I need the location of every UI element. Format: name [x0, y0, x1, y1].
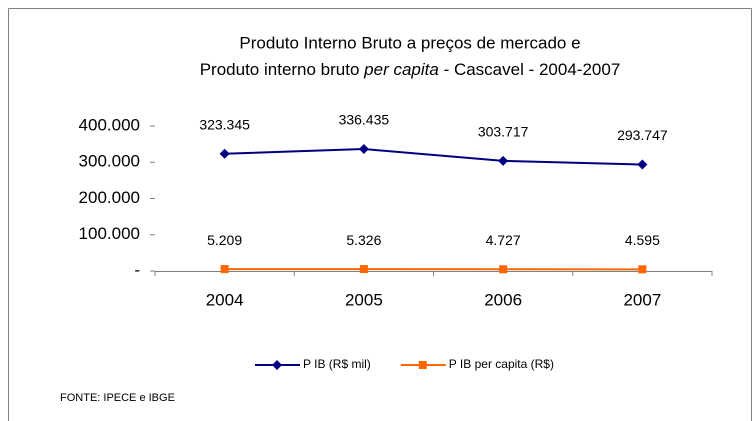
point [358, 144, 369, 155]
title-part: - Cascavel - 2004-2007 [439, 60, 620, 79]
legend-marker [272, 360, 282, 370]
y-tick-label: 200.000 [79, 188, 140, 207]
point [359, 265, 368, 274]
chart-title: Produto interno bruto per capita - Casca… [200, 60, 621, 79]
data-label: 303.717 [478, 124, 529, 140]
line [224, 148, 643, 166]
point [220, 265, 229, 274]
y-tick-label: - [134, 260, 140, 279]
data-label: 336.435 [339, 112, 390, 128]
title-part: per capita [363, 60, 439, 79]
point [637, 159, 648, 170]
data-label: 293.747 [617, 127, 668, 143]
point [638, 265, 647, 274]
data-label: 5.209 [207, 232, 242, 248]
x-tick-label: 2005 [345, 290, 383, 309]
point [498, 155, 509, 166]
title-part: Produto interno bruto [200, 60, 360, 79]
y-tick-label: 400.000 [79, 115, 140, 134]
x-tick-label: 2006 [484, 290, 522, 309]
data-label: 4.727 [486, 232, 521, 248]
y-tick-label: 300.000 [79, 152, 140, 171]
data-label: 5.326 [346, 232, 381, 248]
legend-marker [418, 361, 427, 369]
point [499, 265, 508, 274]
frame [8, 8, 752, 421]
chart-title: Produto Interno Bruto a preços de mercad… [239, 33, 580, 52]
legend-label: P IB (R$ mil) [303, 357, 371, 371]
point [219, 148, 230, 159]
y-tick-label: 100.000 [79, 224, 140, 243]
x-tick-label: 2004 [206, 290, 244, 309]
source-note: FONTE: IPECE e IBGE [60, 392, 175, 404]
data-label: 4.595 [625, 232, 660, 248]
legend-label: P IB per capita (R$) [449, 357, 554, 371]
data-label: 323.345 [199, 116, 250, 132]
x-tick-label: 2007 [623, 290, 661, 309]
